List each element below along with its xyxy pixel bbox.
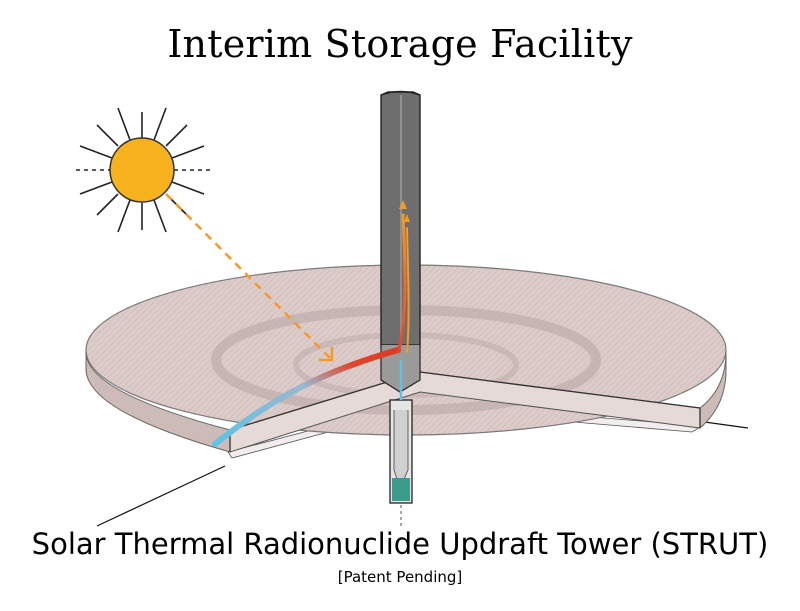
sunlight-arrow [165, 193, 334, 362]
air-flow [212, 200, 410, 447]
storage-liquid [392, 478, 410, 501]
updraft-arrowhead [399, 200, 407, 209]
diagram-caption: Solar Thermal Radionuclide Updraft Tower… [31, 527, 769, 561]
sun-icon [76, 107, 214, 233]
airflow-inflow [212, 347, 401, 447]
diagram-title: Interim Storage Facility [167, 22, 633, 66]
airflow-updraft [396, 213, 407, 354]
patent-note: [Patent Pending] [337, 568, 463, 586]
updraft-tower [380, 90, 421, 528]
sun-disk [109, 137, 175, 203]
